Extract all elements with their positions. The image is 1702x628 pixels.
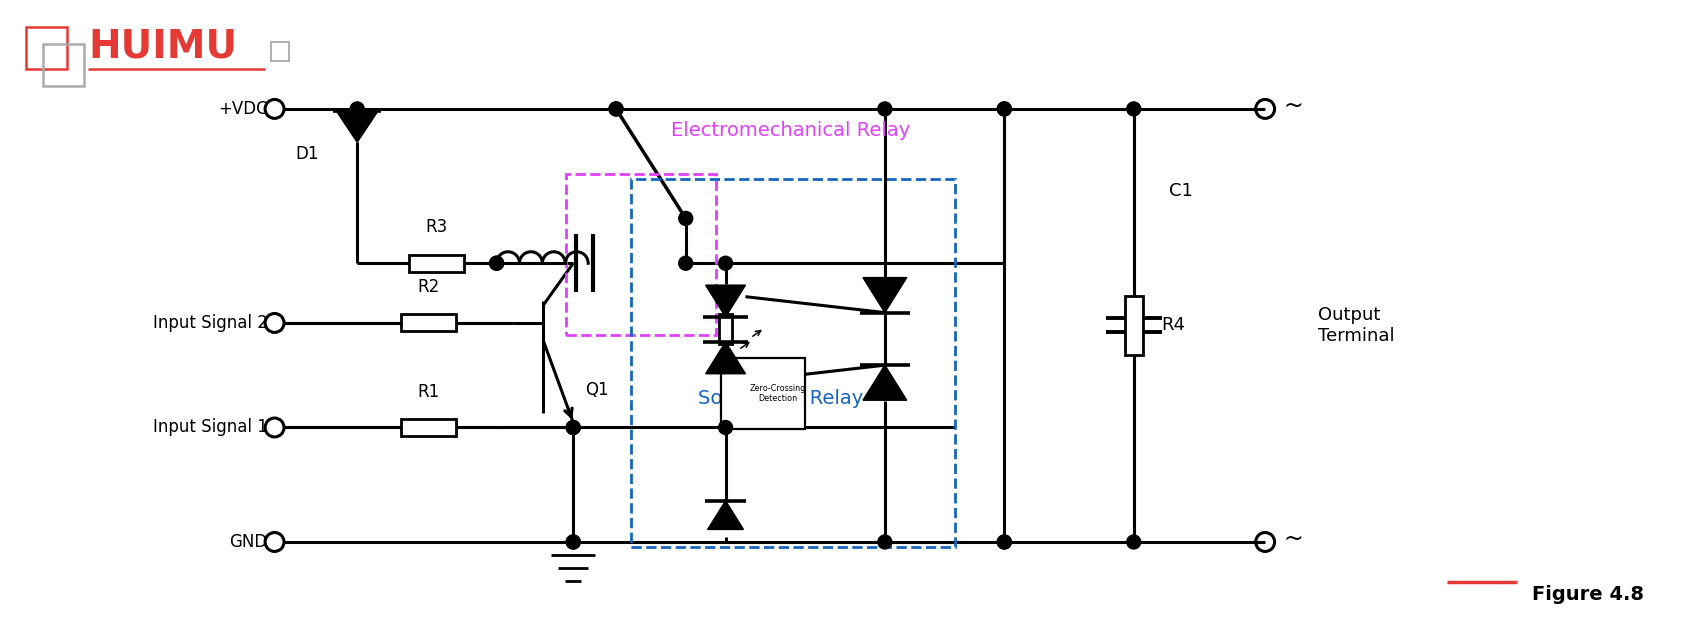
Circle shape [679,256,693,270]
Bar [43,44,85,86]
Text: R1: R1 [417,382,439,401]
Polygon shape [863,365,907,400]
Circle shape [997,102,1011,116]
Text: Electromechanical Relay: Electromechanical Relay [671,121,911,140]
Text: Zero-Crossing
Detection: Zero-Crossing Detection [749,384,807,403]
Circle shape [718,256,732,270]
Bar [1125,296,1142,355]
Text: Q1: Q1 [585,381,609,399]
Text: C1: C1 [1169,181,1193,200]
Text: R4: R4 [1162,317,1186,335]
Polygon shape [708,501,744,529]
Text: R3: R3 [426,219,448,236]
Circle shape [490,256,504,270]
Polygon shape [706,342,745,374]
Circle shape [490,256,504,270]
Circle shape [997,535,1011,549]
Text: R2: R2 [417,278,439,296]
Bar [26,27,68,69]
Polygon shape [337,111,378,143]
Text: D1: D1 [296,144,320,163]
Circle shape [609,102,623,116]
Circle shape [567,421,580,435]
Circle shape [997,535,1011,549]
Text: Input Signal 2: Input Signal 2 [153,314,267,332]
Text: Figure 4.8: Figure 4.8 [1532,585,1644,604]
Bar [410,255,465,272]
Text: +VDC: +VDC [218,100,267,118]
Polygon shape [863,278,907,313]
Circle shape [1127,535,1140,549]
Bar [720,358,805,430]
Circle shape [878,102,892,116]
Circle shape [351,102,364,116]
Bar [402,419,456,436]
Text: GND: GND [230,533,267,551]
Bar [631,178,955,547]
Text: Input Signal 1: Input Signal 1 [153,418,267,436]
Bar [271,42,289,61]
Circle shape [1127,102,1140,116]
Circle shape [718,421,732,435]
Text: Output
Terminal: Output Terminal [1317,306,1394,345]
Polygon shape [706,285,745,317]
Text: HUIMU: HUIMU [89,27,238,65]
Circle shape [679,212,693,225]
Circle shape [567,535,580,549]
Text: Solid State Relay: Solid State Relay [698,389,863,408]
Text: ~: ~ [1283,527,1304,551]
Bar [567,173,715,335]
Bar [402,315,456,332]
Circle shape [878,535,892,549]
Circle shape [997,102,1011,116]
Circle shape [567,421,580,435]
Text: ~: ~ [1283,94,1304,118]
Bar [718,315,732,344]
Circle shape [609,102,623,116]
Circle shape [567,535,580,549]
